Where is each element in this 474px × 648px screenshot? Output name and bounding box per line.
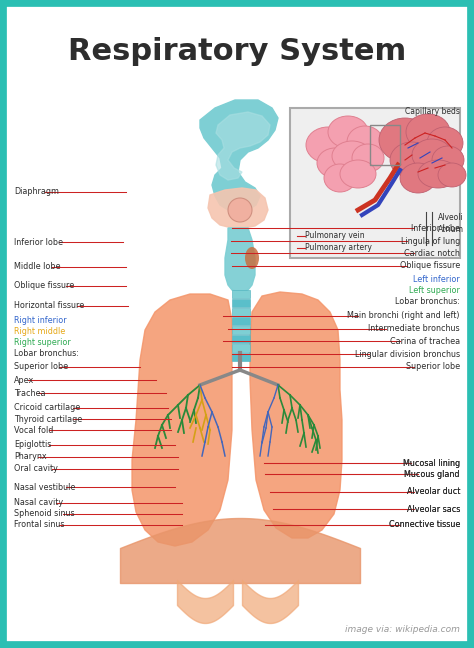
Ellipse shape xyxy=(438,163,466,187)
Bar xyxy=(232,344,250,352)
Bar xyxy=(232,290,250,298)
Text: image via: wikipedia.com: image via: wikipedia.com xyxy=(345,625,460,634)
Text: Main bronchi (right and left): Main bronchi (right and left) xyxy=(347,311,460,320)
Text: Superior lobe: Superior lobe xyxy=(14,362,68,371)
Polygon shape xyxy=(132,294,232,546)
Text: Alveolar sacs: Alveolar sacs xyxy=(407,505,460,514)
Ellipse shape xyxy=(400,163,436,193)
Bar xyxy=(232,353,250,361)
Text: Lobar bronchus:: Lobar bronchus: xyxy=(395,297,460,307)
Text: Left superior: Left superior xyxy=(409,286,460,295)
Ellipse shape xyxy=(406,114,450,150)
Text: Mucous gland: Mucous gland xyxy=(404,470,460,479)
Text: Inferior lobe: Inferior lobe xyxy=(14,238,63,247)
Ellipse shape xyxy=(418,160,458,188)
Text: Lobar bronchus:: Lobar bronchus: xyxy=(14,349,79,358)
Text: Lingula of lung: Lingula of lung xyxy=(401,237,460,246)
Text: Thyroid cartilage: Thyroid cartilage xyxy=(14,415,82,424)
Text: Cardiac notch: Cardiac notch xyxy=(404,249,460,258)
Text: Vocal fold: Vocal fold xyxy=(14,426,54,435)
Text: Right middle: Right middle xyxy=(14,327,65,336)
Bar xyxy=(370,125,400,165)
Ellipse shape xyxy=(332,141,372,171)
Circle shape xyxy=(228,198,252,222)
Bar xyxy=(290,108,460,258)
Text: Alveoli: Alveoli xyxy=(438,213,464,222)
Text: Intermediate bronchus: Intermediate bronchus xyxy=(368,324,460,333)
Bar xyxy=(232,326,250,334)
Bar xyxy=(232,308,250,316)
Text: Alveolar duct: Alveolar duct xyxy=(407,487,460,496)
Text: Right superior: Right superior xyxy=(14,338,71,347)
Text: Pulmonary artery: Pulmonary artery xyxy=(305,244,372,253)
Text: Nasal vestibule: Nasal vestibule xyxy=(14,483,75,492)
Text: Mucous gland: Mucous gland xyxy=(404,470,460,479)
Text: Diaphragm: Diaphragm xyxy=(14,187,59,196)
Text: Oral cavity: Oral cavity xyxy=(14,464,58,473)
Text: Alveolar sacs: Alveolar sacs xyxy=(407,505,460,514)
Bar xyxy=(232,317,250,325)
Polygon shape xyxy=(208,188,268,228)
Text: Sphenoid sinus: Sphenoid sinus xyxy=(14,509,74,518)
Text: Inferior lobe: Inferior lobe xyxy=(411,224,460,233)
Text: Alveolar duct: Alveolar duct xyxy=(407,487,460,496)
Ellipse shape xyxy=(328,116,368,148)
Text: Mucosal lining: Mucosal lining xyxy=(403,459,460,468)
Text: Epiglottis: Epiglottis xyxy=(14,440,51,449)
Bar xyxy=(232,299,250,307)
Ellipse shape xyxy=(306,127,350,163)
Text: Superior lobe: Superior lobe xyxy=(406,362,460,371)
Text: Pharynx: Pharynx xyxy=(14,452,46,461)
Polygon shape xyxy=(225,228,255,292)
Text: Connective tissue: Connective tissue xyxy=(389,520,460,529)
Text: Atrium: Atrium xyxy=(438,226,464,235)
Text: Respiratory System: Respiratory System xyxy=(68,38,406,67)
Bar xyxy=(232,335,250,343)
Ellipse shape xyxy=(427,127,463,159)
Ellipse shape xyxy=(317,148,353,178)
Ellipse shape xyxy=(379,118,431,162)
Polygon shape xyxy=(250,292,342,538)
Ellipse shape xyxy=(347,126,383,158)
Text: Middle lobe: Middle lobe xyxy=(14,262,61,272)
Text: Oblique fissure: Oblique fissure xyxy=(400,261,460,270)
Text: Connective tissue: Connective tissue xyxy=(389,520,460,529)
Text: Oblique fissure: Oblique fissure xyxy=(14,281,74,290)
Text: Frontal sinus: Frontal sinus xyxy=(14,520,64,529)
Text: Apex: Apex xyxy=(14,376,34,385)
Text: Pulmonary vein: Pulmonary vein xyxy=(305,231,365,240)
Ellipse shape xyxy=(352,144,384,172)
Text: Cricoid cartilage: Cricoid cartilage xyxy=(14,403,80,412)
Text: Right inferior: Right inferior xyxy=(14,316,67,325)
Ellipse shape xyxy=(340,160,376,188)
Polygon shape xyxy=(216,112,270,180)
Text: Lingular division bronchus: Lingular division bronchus xyxy=(355,350,460,359)
Text: Carina of trachea: Carina of trachea xyxy=(390,337,460,346)
Ellipse shape xyxy=(390,142,434,178)
Text: Capillary beds: Capillary beds xyxy=(405,108,460,117)
Polygon shape xyxy=(200,100,278,212)
Text: Mucosal lining: Mucosal lining xyxy=(403,459,460,468)
Text: Nasal cavity: Nasal cavity xyxy=(14,498,63,507)
Ellipse shape xyxy=(412,139,452,171)
Text: Trachea: Trachea xyxy=(14,389,46,398)
Ellipse shape xyxy=(432,146,464,174)
Text: Horizontal fissure: Horizontal fissure xyxy=(14,301,84,310)
Text: Left inferior: Left inferior xyxy=(413,275,460,284)
Ellipse shape xyxy=(245,247,259,269)
Ellipse shape xyxy=(324,164,356,192)
